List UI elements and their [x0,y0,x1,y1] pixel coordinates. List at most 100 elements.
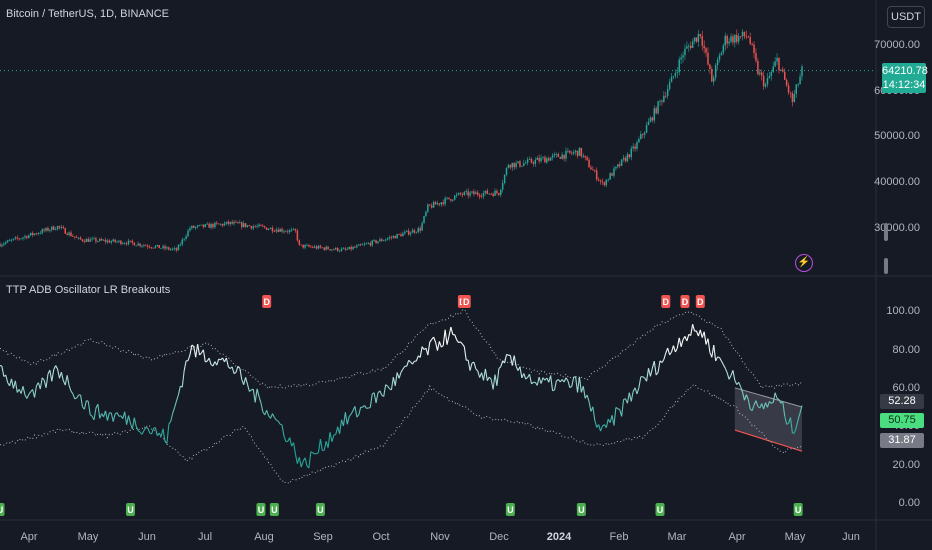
candle-body [434,202,437,205]
oscillator-line [477,370,481,378]
oscillator-line [175,394,179,402]
candle-body [217,223,220,225]
candle-body [56,225,59,230]
oscillator-line [473,361,477,370]
candle-body [400,234,402,237]
oscillator-line [131,417,135,430]
candle-body [505,167,508,175]
candle-body [66,233,68,235]
oscillator-line [319,438,323,451]
oscillator-line [298,457,302,468]
oscillator-line [57,368,61,379]
time-axis-tick: Nov [430,531,450,543]
breakout-up-marker [505,503,515,516]
oscillator-line [312,452,315,455]
candle-body [409,232,412,235]
price-scale-handle[interactable] [884,223,888,241]
oscillator-line [623,398,626,400]
candle-body [436,203,439,205]
oscillator-line [373,392,377,404]
oscillator-line [205,360,208,363]
candle-body [776,57,778,62]
candle-body [461,194,464,195]
oscillator-line [498,366,502,370]
candle-body [177,244,180,251]
oscillator-line [408,359,411,363]
symbol-title[interactable]: Bitcoin / TetherUS, 1D, BINANCE [6,8,170,20]
candle-body [396,234,398,239]
osc-axis-tick: 100.00 [886,305,920,317]
candle-body [198,225,201,226]
oscillator-line [202,349,206,363]
indicator-title[interactable]: TTP ADB Oscillator LR Breakouts [6,284,171,296]
candle-body [783,71,786,80]
candle-body [607,179,609,181]
oscillator-line [151,428,155,435]
candle-body [327,246,329,250]
oscillator-line [304,457,308,467]
oscillator-line [329,432,333,442]
oscillator-line [799,405,803,413]
osc-axis-tick: 80.00 [892,344,920,356]
oscillator-line [283,435,287,442]
candle-body [112,239,114,242]
candle-body [712,77,715,82]
oscillator-line [778,399,782,404]
candle-body [89,239,91,242]
candle-body [394,236,396,239]
candle-body [406,230,408,232]
candle-body [549,157,552,161]
oscillator-line [621,399,625,417]
oscillator-line [540,377,544,384]
oscillator-line [5,374,9,383]
candle-body [244,223,247,227]
candle-body [632,146,634,149]
oscillator-line [717,356,720,359]
oscillator-line [333,433,336,436]
breakout-down-marker-label: D [463,297,470,307]
candle-body [22,237,24,239]
oscillator-line [454,334,458,340]
candle-body [250,225,253,229]
oscillator-line [552,389,555,392]
candle-body [569,150,571,153]
oscillator-line [743,394,747,401]
oscillator-line [649,368,653,377]
oscillator-line [529,374,533,384]
candle-body [288,230,291,232]
lightning-icon[interactable]: ⚡ [795,254,813,272]
candle-body [166,247,168,249]
candle-body [39,233,42,234]
candle-body [661,100,663,102]
candle-body [517,161,519,164]
candle-body [429,204,431,206]
candle-body [331,249,333,251]
candle-body [450,199,452,201]
oscillator-line [429,339,433,343]
oscillator-line [126,415,130,425]
oscillator-line [135,426,139,431]
breakout-up-marker [576,503,586,516]
oscillator-line [576,376,580,393]
oscillator-line [676,337,680,349]
candle-body [356,245,358,248]
oscillator-line [218,358,221,361]
candle-body [91,238,93,240]
currency-button[interactable]: USDT [887,6,925,28]
price-scale-handle[interactable] [884,258,888,274]
candle-body [62,227,65,229]
time-axis-tick: 2024 [546,531,572,543]
oscillator-line [506,353,509,356]
oscillator-line [504,354,508,364]
candle-body [737,36,740,42]
candle-body [313,246,316,248]
breakout-down-marker [461,295,471,308]
candle-body [615,166,617,169]
candle-body [311,246,314,248]
breakout-down-marker [695,295,705,308]
candle-body [219,223,222,225]
candle-body [475,192,477,195]
oscillator-line [116,412,120,417]
candle-body [16,237,19,239]
